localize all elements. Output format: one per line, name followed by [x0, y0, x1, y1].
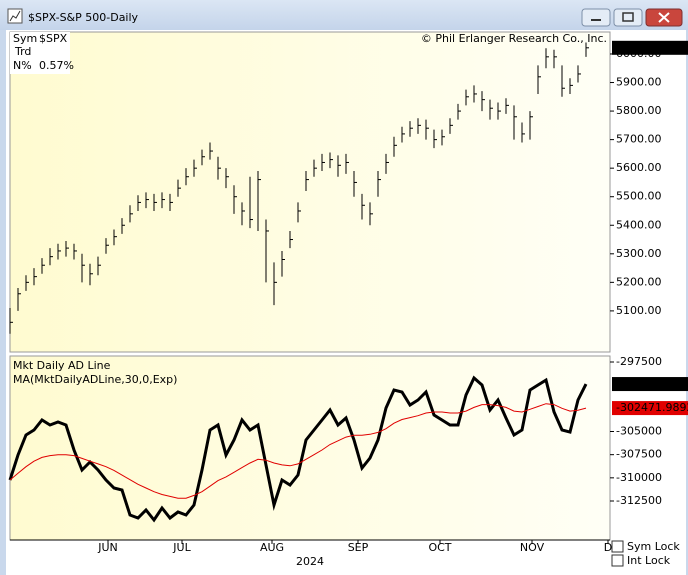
x-tick-label: SEP: [348, 541, 369, 554]
value-box-label: -299880: [616, 377, 662, 390]
x-tick-label: JUN: [97, 541, 118, 554]
maximize-button[interactable]: [613, 8, 643, 27]
minimize-glyph: [591, 19, 601, 21]
info-label: Trd: [14, 45, 31, 58]
checkbox-label[interactable]: Int Lock: [627, 554, 671, 567]
value-box-label: 6021.63: [616, 41, 662, 54]
x-tick-label: JUL: [172, 541, 191, 554]
info-label: N%: [13, 59, 32, 72]
value-box-label: -302471.9892: [616, 401, 688, 414]
x-tick-label: OCT: [428, 541, 451, 554]
legend-entry: Mkt Daily AD Line: [13, 359, 111, 372]
y-tick-label: -307500: [616, 448, 662, 461]
y-tick-label: -310000: [616, 471, 662, 484]
checkbox[interactable]: [611, 540, 624, 553]
app-icon-glyph: [9, 10, 21, 22]
window-title: $SPX-S&P 500-Daily: [28, 11, 139, 24]
x-tick-label: AUG: [260, 541, 284, 554]
info-value: 0.57%: [39, 59, 74, 72]
value-box: [612, 377, 688, 392]
series-line: [8, 375, 588, 523]
legend-entry: MA(MktDailyADLine,30,0,Exp): [13, 373, 177, 386]
y-tick-label: 5800.00: [616, 104, 662, 117]
x-tick-label: NOV: [520, 541, 545, 554]
y-tick-label: 5400.00: [616, 218, 662, 231]
copyright: © Phil Erlanger Research Co., Inc.: [421, 32, 607, 45]
info-value: $SPX: [39, 32, 68, 45]
y-tick-label: 5200.00: [616, 275, 662, 288]
app-icon: [7, 8, 23, 24]
ad-pane: [9, 355, 611, 541]
y-tick-label: -305000: [616, 424, 662, 437]
y-tick-label: -297500: [616, 355, 662, 368]
minimize-button[interactable]: [581, 8, 611, 27]
checkbox-label[interactable]: Sym Lock: [627, 540, 680, 553]
info-label: Sym: [13, 32, 37, 45]
value-box: [612, 40, 688, 55]
title-bar: [0, 0, 688, 30]
price-pane: [9, 31, 611, 353]
info-box: [10, 32, 70, 74]
series-line: [9, 403, 587, 499]
checkbox[interactable]: [611, 554, 624, 567]
maximize-glyph: [622, 12, 634, 22]
y-tick-label: 5500.00: [616, 190, 662, 203]
close-glyph: [658, 12, 670, 23]
y-tick-label: 5300.00: [616, 247, 662, 260]
value-box: [612, 401, 688, 416]
y-tick-label: 5900.00: [616, 76, 662, 89]
y-tick-label: 5700.00: [616, 133, 662, 146]
y-tick-label: -312500: [616, 494, 662, 507]
x-axis-label: 2024: [296, 555, 324, 568]
y-tick-label: 5600.00: [616, 161, 662, 174]
x-tick-label: D: [604, 541, 612, 554]
y-tick-label: 5100.00: [616, 304, 662, 317]
